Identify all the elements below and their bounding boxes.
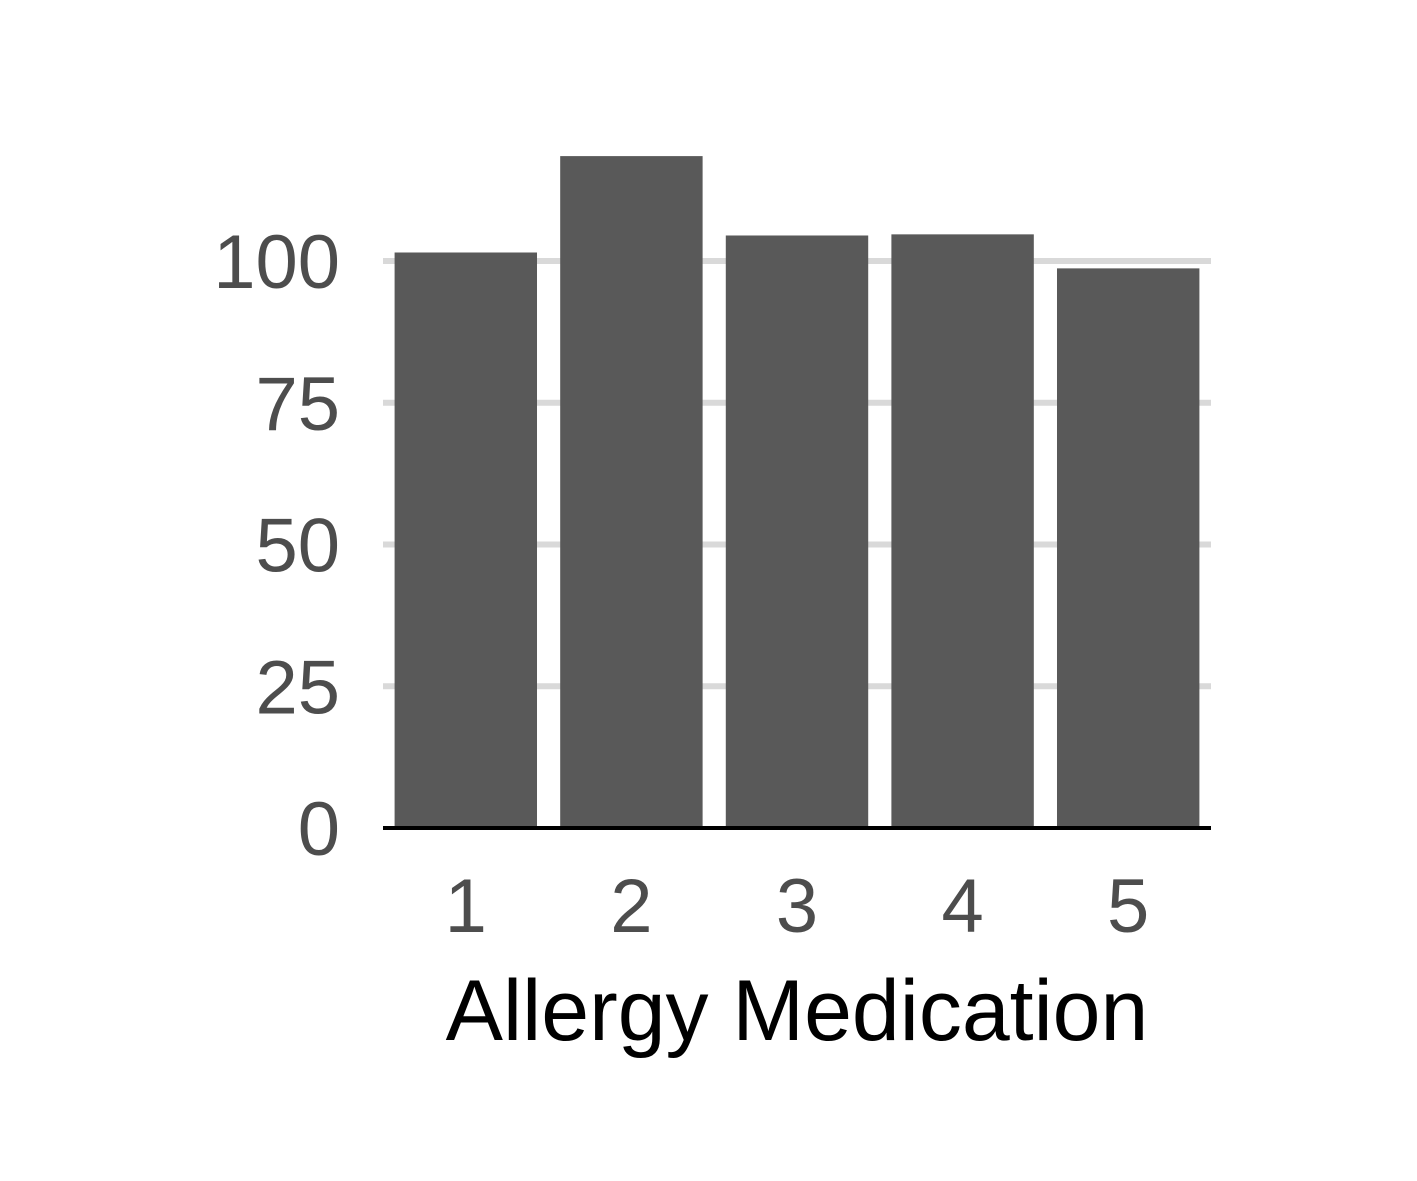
x-tick-label-2: 2 [610,864,652,949]
bars [394,156,1200,829]
bar-2 [560,156,703,829]
y-axis-ticks: 0 25 50 75 100 [213,220,340,872]
bar-1 [394,252,538,828]
bar-4 [891,234,1034,828]
y-tick-label-75: 75 [255,362,340,447]
y-tick-label-100: 100 [213,220,340,305]
bar-5 [1056,268,1200,829]
y-tick-label-25: 25 [255,645,340,730]
x-tick-label-3: 3 [776,864,818,949]
y-tick-label-50: 50 [255,504,340,589]
bar-3 [725,235,869,829]
x-tick-label-1: 1 [445,864,487,949]
x-axis-ticks: 1 2 3 4 5 [445,864,1150,949]
y-tick-label-0: 0 [298,787,340,872]
x-tick-label-4: 4 [941,864,983,949]
x-tick-label-5: 5 [1107,864,1149,949]
x-axis-title: Allergy Medication [446,963,1149,1059]
